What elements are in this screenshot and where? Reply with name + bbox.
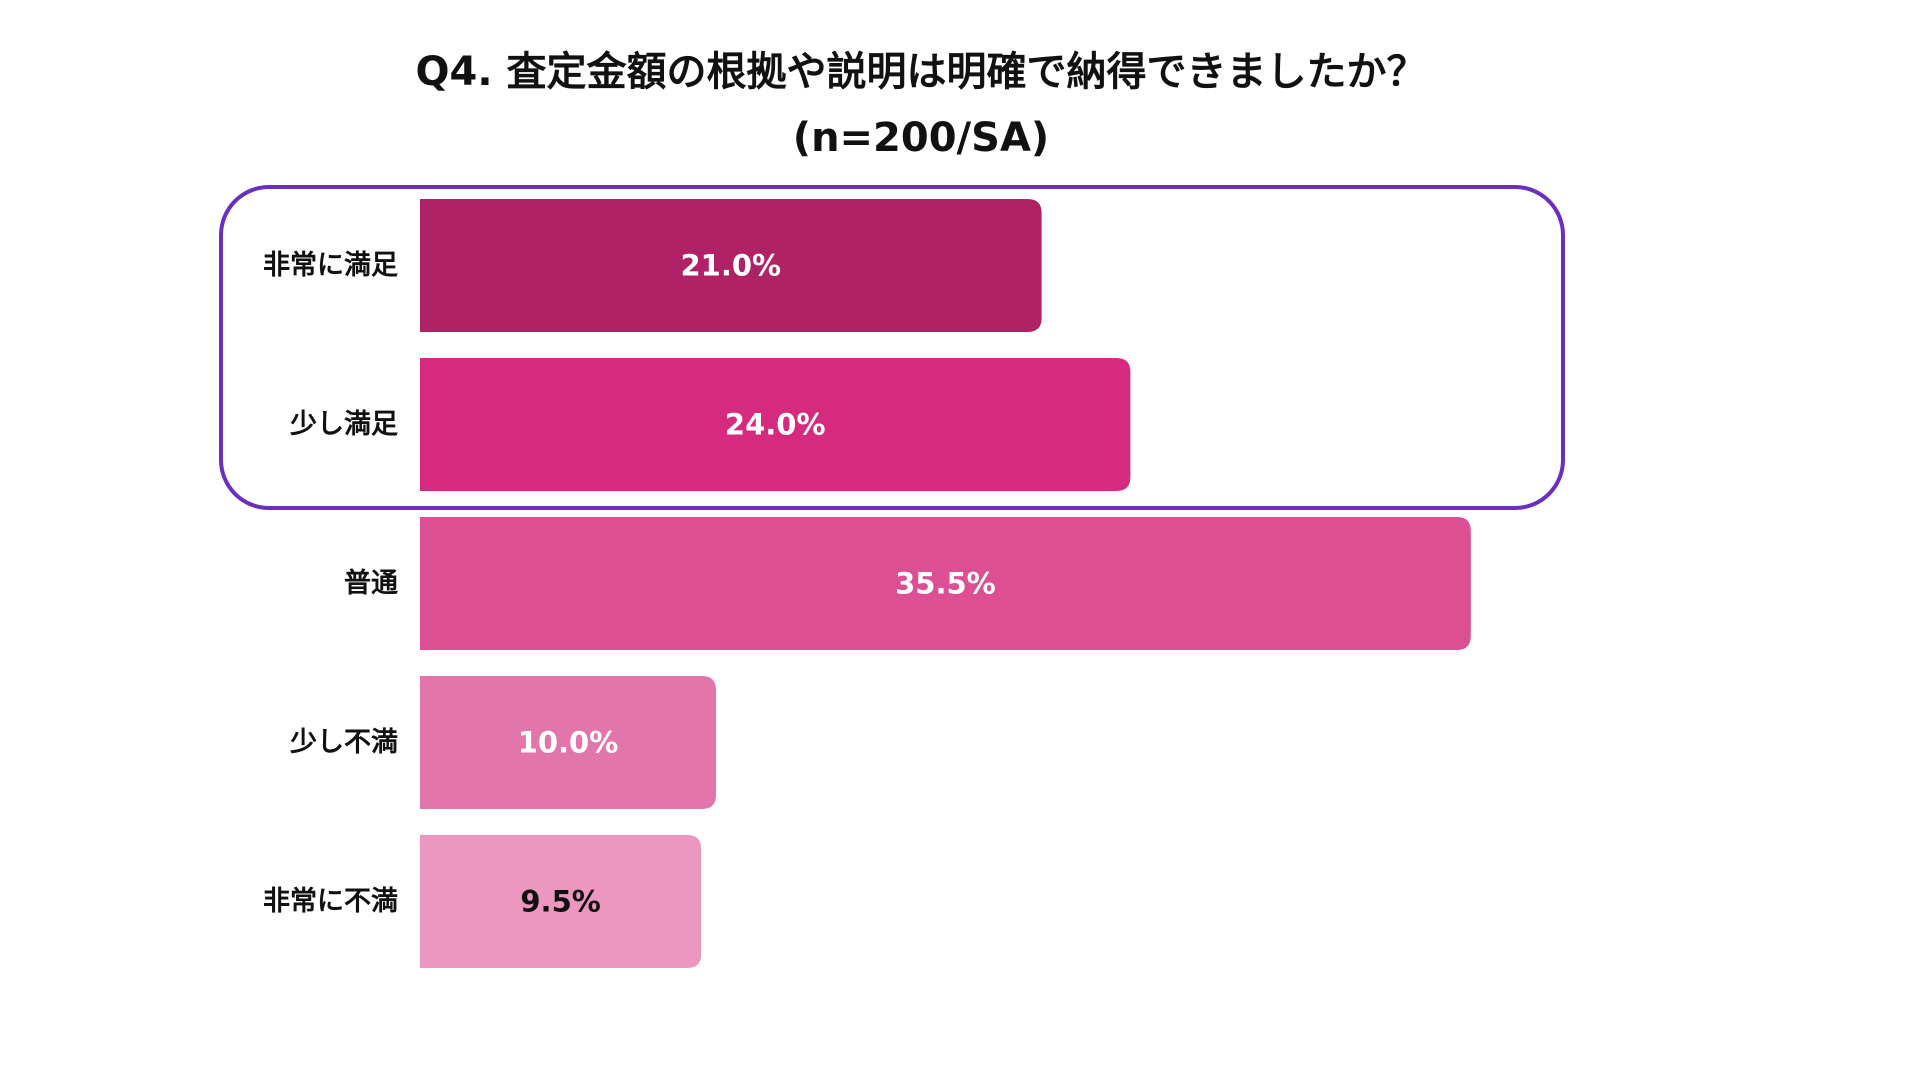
category-label: 少し満足 [290,409,398,440]
value-label: 21.0% [680,249,781,283]
category-label: 非常に満足 [263,250,398,281]
bar-row: 非常に不満 9.5% [263,835,702,968]
value-label: 9.5% [520,885,600,919]
bar-row: 少し満足 24.0% [290,358,1131,491]
bar [420,835,702,968]
chart-title: Q4. 査定金額の根拠や説明は明確で納得できましたか？ [415,49,1427,95]
category-label: 普通 [344,567,398,599]
value-label: 10.0% [518,726,619,760]
bar [420,676,716,809]
chart-subtitle: (n=200/SA) [792,115,1050,161]
category-label: 少し不満 [290,727,398,758]
highlight-box [219,185,1565,510]
bar [420,199,1042,332]
bar [420,358,1131,491]
bar [420,517,1471,650]
category-label: 非常に不満 [263,886,398,917]
bar-row: 少し不満 10.0% [290,676,716,809]
value-label: 35.5% [895,567,996,601]
value-label: 24.0% [725,408,826,442]
bar-row: 普通 35.5% [344,517,1471,650]
bar-row: 非常に満足 21.0% [263,199,1042,332]
